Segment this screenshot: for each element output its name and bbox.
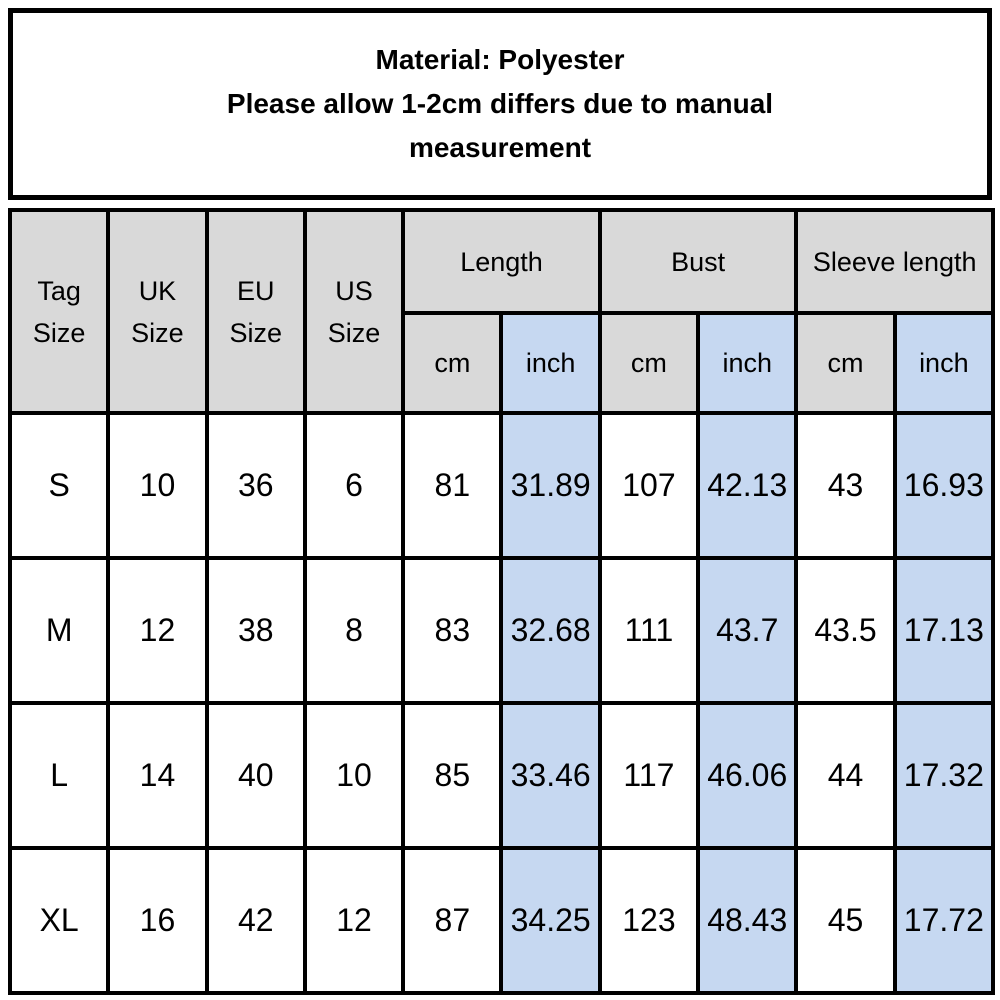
cell-us-size: 8 bbox=[302, 556, 406, 705]
material-label: Material: Polyester bbox=[375, 44, 625, 75]
cell-bust-cm: 123 bbox=[597, 846, 701, 995]
unit-header-bust-cm: cm bbox=[597, 311, 701, 415]
unit-header-sleeve-cm: cm bbox=[794, 311, 897, 415]
unit-header-bust-inch: inch bbox=[696, 311, 799, 415]
unit-header-sleeve-inch: inch bbox=[892, 311, 996, 415]
measurement-tolerance-note: Please allow 1-2cm differs due to manual… bbox=[226, 88, 774, 163]
cell-sleeve-cm: 43.5 bbox=[794, 556, 897, 705]
table-row-s: S 10 36 6 81 31.89 107 42.13 43 16.93 bbox=[7, 411, 996, 560]
cell-sleeve-inch: 16.93 bbox=[892, 411, 996, 560]
cell-eu-size: 38 bbox=[204, 556, 307, 705]
cell-uk-size: 10 bbox=[106, 411, 209, 560]
cell-length-inch: 33.46 bbox=[499, 701, 602, 850]
col-header-us-size: US Size bbox=[302, 208, 406, 415]
table-row-l: L 14 40 10 85 33.46 117 46.06 44 17.32 bbox=[7, 701, 996, 850]
material-note-box: Material: Polyester Please allow 1-2cm d… bbox=[8, 8, 992, 200]
cell-sleeve-cm: 43 bbox=[794, 411, 897, 560]
cell-sleeve-inch: 17.32 bbox=[892, 701, 996, 850]
cell-bust-inch: 48.43 bbox=[696, 846, 799, 995]
col-header-uk-size: UK Size bbox=[106, 208, 209, 415]
cell-uk-size: 12 bbox=[106, 556, 209, 705]
cell-length-inch: 34.25 bbox=[499, 846, 602, 995]
cell-sleeve-inch: 17.72 bbox=[892, 846, 996, 995]
col-group-length: Length bbox=[401, 208, 602, 315]
cell-bust-inch: 46.06 bbox=[696, 701, 799, 850]
cell-bust-cm: 107 bbox=[597, 411, 701, 560]
table-row-xl: XL 16 42 12 87 34.25 123 48.43 45 17.72 bbox=[7, 846, 996, 995]
cell-bust-cm: 117 bbox=[597, 701, 701, 850]
cell-uk-size: 14 bbox=[106, 701, 209, 850]
cell-tag-size: M bbox=[7, 556, 111, 705]
cell-us-size: 12 bbox=[302, 846, 406, 995]
size-table: Tag Size UK Size EU Size US Size Length … bbox=[7, 208, 996, 995]
cell-length-cm: 85 bbox=[401, 701, 504, 850]
header-row-groups: Tag Size UK Size EU Size US Size Length … bbox=[7, 208, 995, 415]
cell-tag-size: L bbox=[7, 701, 111, 850]
cell-us-size: 10 bbox=[302, 701, 406, 850]
cell-length-cm: 83 bbox=[401, 556, 504, 705]
cell-sleeve-inch: 17.13 bbox=[892, 556, 996, 705]
unit-header-length-inch: inch bbox=[499, 311, 602, 415]
col-group-bust: Bust bbox=[597, 208, 799, 315]
header-row-units: cm inch cm inch cm inch bbox=[10, 311, 996, 415]
cell-length-cm: 87 bbox=[401, 846, 504, 995]
cell-length-cm: 81 bbox=[401, 411, 504, 560]
cell-sleeve-cm: 45 bbox=[794, 846, 897, 995]
cell-length-inch: 32.68 bbox=[499, 556, 602, 705]
cell-tag-size: XL bbox=[7, 846, 111, 995]
col-group-sleeve-length: Sleeve length bbox=[794, 208, 995, 315]
cell-eu-size: 40 bbox=[204, 701, 307, 850]
table-row-m: M 12 38 8 83 32.68 111 43.7 43.5 17.13 bbox=[7, 556, 996, 705]
cell-eu-size: 36 bbox=[204, 411, 307, 560]
cell-eu-size: 42 bbox=[204, 846, 307, 995]
unit-header-length-cm: cm bbox=[401, 311, 504, 415]
cell-tag-size: S bbox=[7, 411, 111, 560]
cell-sleeve-cm: 44 bbox=[794, 701, 897, 850]
cell-uk-size: 16 bbox=[106, 846, 209, 995]
cell-bust-inch: 43.7 bbox=[696, 556, 799, 705]
cell-bust-cm: 111 bbox=[597, 556, 701, 705]
col-header-eu-size: EU Size bbox=[204, 208, 307, 415]
cell-us-size: 6 bbox=[302, 411, 406, 560]
cell-bust-inch: 42.13 bbox=[696, 411, 799, 560]
col-header-tag-size: Tag Size bbox=[7, 208, 111, 415]
cell-length-inch: 31.89 bbox=[499, 411, 602, 560]
